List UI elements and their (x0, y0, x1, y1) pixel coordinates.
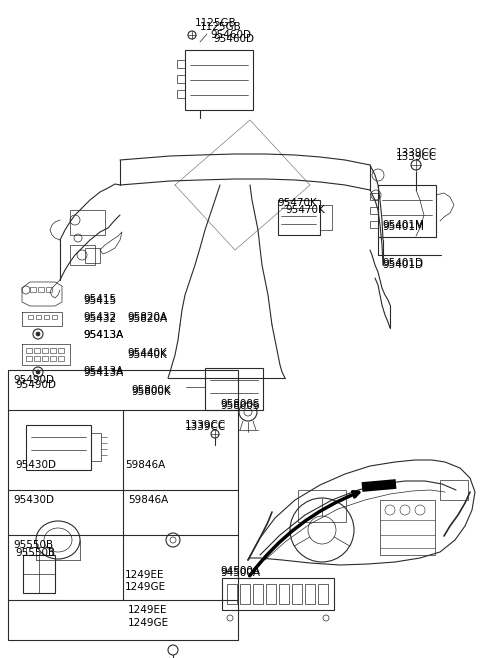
Bar (23, 555, 55, 593)
Bar (26, 348, 32, 353)
Bar (34, 348, 40, 353)
Bar (58, 356, 64, 361)
Text: 95800K: 95800K (131, 387, 170, 397)
Bar (50, 348, 56, 353)
Text: 95401M: 95401M (382, 220, 424, 230)
Text: 95401M: 95401M (382, 222, 424, 232)
Text: 94500A: 94500A (220, 566, 260, 576)
Bar (26, 547, 52, 555)
Text: 95415: 95415 (83, 294, 116, 304)
Circle shape (36, 370, 40, 374)
Text: 95460D: 95460D (213, 34, 254, 44)
Bar (266, 584, 276, 604)
Text: 1339CC: 1339CC (185, 420, 226, 430)
Bar (52, 315, 57, 319)
Text: 95470K: 95470K (277, 198, 317, 208)
Text: 1249GE: 1249GE (128, 618, 169, 628)
Text: 95415: 95415 (83, 296, 116, 306)
Bar (177, 60, 185, 68)
Bar (44, 315, 49, 319)
Bar (26, 356, 32, 361)
Bar (42, 348, 48, 353)
Bar (380, 500, 435, 555)
Text: 95413A: 95413A (83, 330, 123, 340)
Bar (222, 578, 334, 610)
Circle shape (36, 332, 40, 336)
Bar (185, 50, 253, 110)
Bar (378, 185, 436, 237)
Bar (38, 287, 44, 292)
Text: 95413A: 95413A (83, 366, 123, 376)
Text: 95800S: 95800S (220, 399, 260, 409)
Text: 59846A: 59846A (125, 460, 165, 470)
Text: 1339CC: 1339CC (185, 422, 226, 432)
Bar (278, 200, 320, 235)
Text: 95800S: 95800S (220, 401, 260, 411)
Bar (177, 90, 185, 98)
Text: 95413A: 95413A (83, 368, 123, 378)
Bar (85, 248, 100, 263)
Bar (298, 490, 346, 522)
Text: 95800K: 95800K (131, 385, 170, 395)
Bar (58, 348, 64, 353)
Bar (177, 75, 185, 83)
Text: 1249EE: 1249EE (128, 605, 168, 615)
Text: 95401D: 95401D (382, 258, 423, 268)
Text: 95470K: 95470K (285, 205, 325, 215)
Text: 1125GB: 1125GB (195, 18, 237, 28)
Bar (8, 370, 238, 640)
Bar (320, 205, 332, 230)
Text: 1125GB: 1125GB (200, 22, 242, 32)
Bar (227, 584, 237, 604)
Bar (205, 368, 263, 410)
Bar (370, 207, 378, 214)
Text: 59846A: 59846A (128, 495, 168, 505)
Text: 95550B: 95550B (15, 548, 55, 558)
Bar (370, 221, 378, 228)
Bar (26, 425, 91, 470)
Text: 95550B: 95550B (13, 540, 53, 550)
Bar (30, 287, 36, 292)
Text: 1249GE: 1249GE (125, 582, 166, 592)
Text: 95432: 95432 (83, 314, 116, 324)
Bar (240, 584, 250, 604)
Text: 1249EE: 1249EE (125, 570, 165, 580)
Bar (28, 315, 33, 319)
Bar (253, 584, 263, 604)
Text: 95820A: 95820A (127, 314, 167, 324)
Text: 94500A: 94500A (220, 568, 260, 578)
Text: 95490D: 95490D (13, 375, 54, 385)
Bar (279, 584, 289, 604)
Bar (34, 356, 40, 361)
Bar (70, 245, 95, 265)
Text: 1339CC: 1339CC (396, 148, 437, 158)
Bar (91, 433, 101, 461)
Text: 1339CC: 1339CC (396, 152, 437, 162)
Text: 95440K: 95440K (127, 348, 167, 358)
Text: 95413A: 95413A (83, 330, 123, 340)
Bar (70, 210, 105, 235)
Bar (292, 584, 302, 604)
Text: 95430D: 95430D (13, 495, 54, 505)
Bar (305, 584, 315, 604)
Text: 95460D: 95460D (210, 30, 251, 40)
Bar (50, 356, 56, 361)
Text: 95440K: 95440K (127, 350, 167, 360)
Bar (42, 356, 48, 361)
Bar (46, 287, 52, 292)
Bar (36, 315, 41, 319)
Text: 95820A: 95820A (127, 312, 167, 322)
Text: 95430D: 95430D (15, 460, 56, 470)
Bar (318, 584, 328, 604)
Bar (440, 480, 468, 500)
Text: 95432: 95432 (83, 312, 116, 322)
Bar (370, 193, 378, 200)
Text: 95401D: 95401D (382, 260, 423, 270)
Text: 95490D: 95490D (15, 380, 56, 390)
